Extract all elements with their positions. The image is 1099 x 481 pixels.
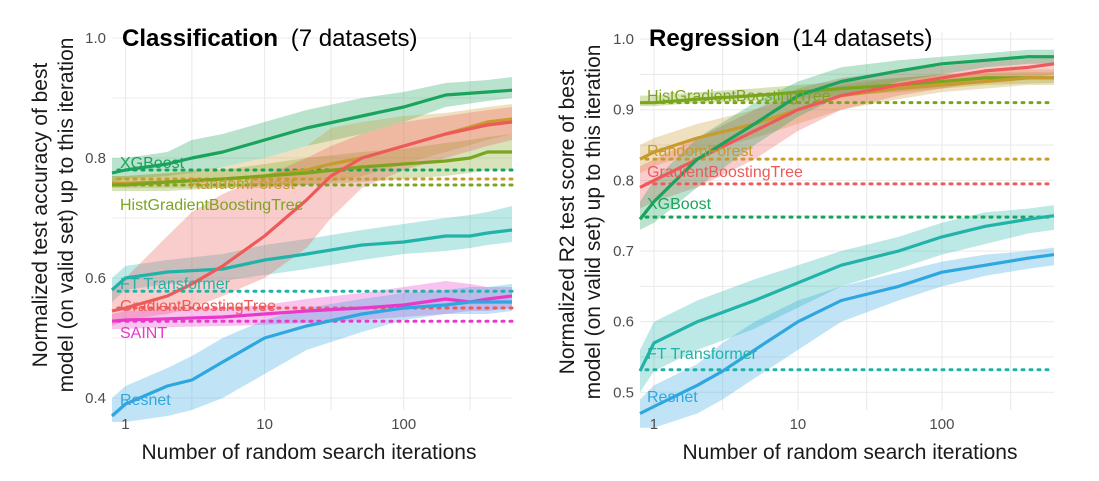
classification-label-ft-transformer: FT Transformer: [120, 276, 231, 293]
regression-line-ft-transformer: [638, 214, 1055, 372]
regression-title-sub: (14 datasets): [792, 25, 932, 52]
classification-line-histgradientboostingtree: [112, 150, 512, 187]
classification-label-gradientboostingtree: GradientBoostingTree: [120, 298, 276, 315]
regression-ytick-label: 0.6: [613, 314, 634, 331]
regression-ylabel-line2: model (on valid set) up to this iteratio…: [582, 45, 605, 400]
regression-ylabel-line1: Normalized R2 test score of best: [556, 70, 579, 375]
classification-ylabel-line1: Normalized test accuracy of best: [29, 63, 52, 368]
regression-xtick-label: 1: [650, 416, 658, 433]
classification-ytick-label: 0.8: [85, 150, 106, 167]
classification-line-ft-transformer: [110, 228, 513, 292]
classification-label-randomforest: RandomForest: [189, 176, 295, 193]
regression-ribbon-resnet: [640, 247, 1054, 428]
classification-title-main: Classification: [122, 25, 278, 52]
regression-label-ft-transformer: FT Transformer: [647, 346, 758, 363]
classification-xtick-label: 100: [391, 416, 416, 433]
classification-lines: [110, 88, 513, 418]
regression-ytick-label: 0.8: [613, 172, 634, 189]
regression-xlabel: Number of random search iterations: [683, 441, 1018, 464]
regression-label-xgboost: XGBoost: [647, 196, 712, 213]
regression-ribbon-xgboost: [640, 49, 1054, 230]
regression-line-xgboost: [638, 55, 1054, 221]
classification-xlabel: Number of random search iterations: [142, 441, 477, 464]
regression-ytick-label: 1.0: [613, 31, 634, 48]
regression-title-main: Regression: [649, 25, 780, 52]
classification-label-histgradientboostingtree: HistGradientBoostingTree: [120, 197, 304, 214]
regression-line-resnet: [639, 253, 1055, 415]
classification-grid: [112, 32, 512, 410]
regression-title: Regression (14 datasets): [649, 25, 932, 52]
regression-ytick-label: 0.5: [613, 384, 634, 401]
classification-default-lines: [116, 168, 514, 323]
regression-ytick-label: 0.7: [613, 243, 634, 260]
classification-title-sub: (7 datasets): [291, 25, 418, 52]
classification-panel: Classification (7 datasets) Normalized t…: [29, 25, 514, 464]
regression-line-gradientboostingtree: [639, 62, 1055, 189]
regression-panel: Regression (14 datasets) Normalized R2 t…: [556, 25, 1056, 464]
classification-line-resnet: [110, 300, 512, 418]
classification-xtick-label: 10: [256, 416, 273, 433]
regression-label-resnet: Resnet: [647, 389, 698, 406]
regression-label-randomforest: RandomForest: [647, 143, 753, 160]
classification-ribbon-randomforest: [112, 104, 512, 188]
classification-title: Classification (7 datasets): [122, 25, 417, 52]
classification-xtick-label: 1: [121, 416, 129, 433]
regression-ytick-label: 0.9: [613, 102, 634, 119]
classification-label-xgboost: XGBoost: [120, 155, 185, 172]
classification-label-resnet: Resnet: [120, 392, 171, 409]
classification-ribbon-resnet: [112, 284, 512, 422]
classification-label-saint: SAINT: [120, 325, 167, 342]
regression-xtick-label: 10: [790, 416, 807, 433]
classification-ribbons: [112, 77, 512, 422]
regression-lines: [638, 55, 1055, 415]
classification-ytick-label: 0.4: [85, 390, 106, 407]
classification-ytick-label: 1.0: [85, 30, 106, 47]
regression-xtick-label: 100: [929, 416, 954, 433]
classification-ylabel-line2: model (on valid set) up to this iteratio…: [55, 38, 78, 393]
classification-line-gradientboostingtree: [111, 120, 513, 313]
regression-line-histgradientboostingtree: [640, 76, 1054, 105]
regression-label-histgradientboostingtree: HistGradientBoostingTree: [647, 88, 831, 105]
classification-line-xgboost: [111, 88, 513, 175]
regression-label-gradientboostingtree: GradientBoostingTree: [647, 164, 803, 181]
classification-ytick-label: 0.6: [85, 270, 106, 287]
regression-ribbon-ft-transformer: [640, 205, 1054, 393]
classification-ribbon-histgradientboostingtree: [112, 134, 512, 191]
